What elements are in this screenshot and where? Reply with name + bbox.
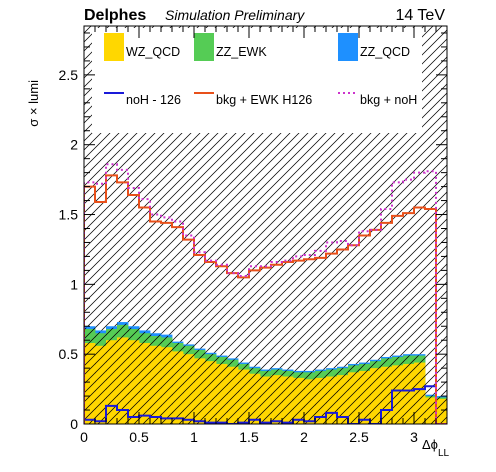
stack-hatch-bin-4	[128, 327, 140, 424]
stack-hatch-bin-10	[194, 349, 206, 424]
stack-hatch-bin-20	[304, 371, 316, 424]
x-axis-label-subscript: LL	[438, 448, 450, 459]
y-axis-label: σ × lumi	[26, 80, 41, 127]
x-tick-label: 0.5	[129, 429, 149, 445]
stack-hatch-bin-21	[315, 370, 327, 424]
x-axis-label-main: Δϕ	[422, 437, 438, 452]
stack-hatch-bin-27	[381, 357, 393, 424]
stack-hatch-bin-16	[260, 370, 272, 424]
legend-label: bkg + EWK H126	[216, 93, 312, 107]
x-tick-label: 3	[410, 429, 418, 445]
stack-hatch-bin-25	[359, 363, 371, 424]
stack-hatch-bin-24	[348, 364, 360, 424]
legend-label: bkg + noH	[360, 93, 417, 107]
x-axis-label: ΔϕLL	[422, 437, 450, 459]
legend: WZ_QCD ZZ_EWK ZZ_QCD noH - 126 bkg + EWK H12…	[104, 33, 417, 107]
y-tick-label: 1.5	[59, 207, 79, 223]
stack-hatch-bin-6	[150, 334, 162, 424]
x-tick-label: 2.5	[349, 429, 369, 445]
stack-hatch-bin-3	[117, 323, 129, 424]
stack-hatch-bin-14	[238, 363, 250, 424]
energy-label: 14 TeV	[395, 7, 445, 24]
y-tick-label: 2	[70, 137, 78, 153]
stack-hatch-bin-17	[271, 368, 283, 424]
stack-hatch-bin-26	[370, 360, 382, 424]
legend-swatch-wz-qcd	[104, 33, 124, 61]
legend-swatch-zz-qcd	[338, 33, 358, 61]
legend-label: WZ_QCD	[126, 45, 180, 59]
y-tick-label: 2.5	[59, 67, 79, 83]
line-bkg-ewk-h126	[84, 174, 447, 424]
stack-hatch-bin-11	[205, 353, 217, 424]
y-tick-label: 0.5	[59, 346, 79, 362]
stack-hatch-bin-12	[216, 356, 228, 424]
stack-hatch-bin-19	[293, 371, 305, 424]
stack-hatch-bin-23	[337, 367, 349, 424]
chart-title: Delphes	[84, 7, 146, 24]
stack-hatch-bin-9	[183, 345, 195, 424]
stack-hatch-bin-5	[139, 331, 151, 424]
stack-hatch-bin-1	[95, 331, 107, 424]
axes: 0 0.5 1 1.5 2 2.5 3 0 0.5 1 1.5 2 2.5	[59, 26, 447, 445]
stack-hatch-bin-8	[172, 342, 184, 424]
stack-hatch-bin-0	[84, 327, 96, 424]
x-tick-label: 2	[300, 429, 308, 445]
stack-hatch-bin-15	[249, 367, 261, 424]
legend-label: ZZ_EWK	[216, 45, 267, 59]
stack-hatch-bin-18	[282, 370, 294, 424]
stack-hatch-bin-7	[161, 335, 173, 424]
x-tick-label: 0	[80, 429, 88, 445]
line-bkg-noh	[84, 163, 447, 424]
chart-subtitle: Simulation Preliminary	[165, 7, 305, 23]
legend-label: noH - 126	[126, 93, 181, 107]
y-tick-label: 1	[70, 276, 78, 292]
x-tick-label: 1.5	[239, 429, 259, 445]
stack-hatch-bin-22	[326, 368, 338, 424]
legend-box	[92, 28, 422, 133]
legend-swatch-zz-ewk	[194, 33, 214, 61]
stack-hatch-bin-31	[425, 395, 437, 424]
hatch-overlay-layer	[84, 323, 447, 424]
legend-label: ZZ_QCD	[360, 45, 410, 59]
x-tick-label: 1	[190, 429, 198, 445]
stack-hatch-bin-13	[227, 359, 239, 424]
plot-frame-border	[83, 25, 448, 425]
stack-hatch-bin-2	[106, 327, 118, 424]
y-tick-label: 0	[70, 416, 78, 432]
